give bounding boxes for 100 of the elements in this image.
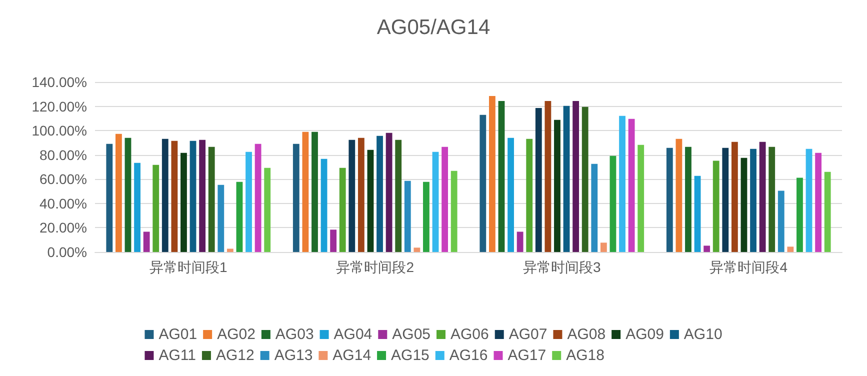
bar — [143, 232, 150, 252]
bar — [488, 96, 496, 252]
bar — [330, 230, 337, 252]
bar — [404, 180, 411, 252]
bar — [218, 184, 224, 252]
bar — [432, 152, 439, 252]
bar — [694, 176, 701, 252]
y-tick-label: 20.00% — [40, 220, 87, 236]
legend-label: AG12 — [216, 347, 254, 364]
bar — [115, 134, 122, 252]
legend-label: AG17 — [508, 347, 546, 364]
x-tick-label: 异常时间段3 — [522, 259, 601, 275]
bar — [348, 140, 356, 252]
x-tick-label: 异常时间段2 — [336, 259, 414, 275]
bar — [768, 146, 776, 252]
bar — [208, 146, 215, 252]
y-tick-label: 120.00% — [32, 98, 87, 114]
bar — [704, 246, 710, 252]
bar — [395, 140, 402, 252]
bar — [134, 162, 140, 252]
bar — [339, 168, 346, 252]
bar — [292, 144, 300, 252]
bar — [731, 142, 738, 252]
bar — [563, 106, 570, 252]
bar — [750, 148, 756, 252]
bar — [376, 136, 383, 252]
legend-label: AG05 — [392, 326, 430, 343]
legend-label: AG08 — [567, 326, 606, 343]
bar — [712, 160, 720, 252]
bar — [190, 140, 196, 252]
bar — [264, 168, 271, 252]
legend-label: AG02 — [217, 326, 256, 343]
bar — [320, 158, 328, 252]
bar — [226, 248, 234, 252]
bar — [544, 100, 552, 252]
bar — [824, 172, 831, 252]
bar — [610, 156, 616, 252]
legend-label: AG09 — [626, 326, 664, 343]
bar — [162, 138, 168, 252]
chart-title: AG05/AG14 — [376, 16, 490, 39]
legend-label: AG14 — [332, 347, 372, 364]
legend-label: AG11 — [158, 347, 196, 364]
bar — [358, 138, 364, 252]
bar — [815, 152, 822, 252]
bar — [171, 140, 178, 252]
bar — [619, 116, 626, 252]
y-tick-label: 140.00% — [32, 74, 87, 90]
bar — [236, 182, 243, 252]
bar — [302, 132, 309, 252]
bar — [442, 146, 448, 252]
bar — [685, 146, 692, 252]
bar — [180, 152, 187, 252]
bar — [722, 148, 729, 252]
bar — [600, 242, 607, 252]
legend-label: AG04 — [334, 326, 372, 343]
legend-label: AG18 — [566, 347, 604, 364]
bar — [106, 144, 113, 252]
legend-label: AG16 — [449, 347, 488, 364]
bar — [450, 170, 458, 252]
bar — [759, 142, 766, 252]
bar — [582, 106, 588, 252]
bar — [508, 138, 514, 252]
y-tick-label: 40.00% — [40, 195, 87, 212]
bar — [806, 148, 812, 252]
y-tick-label: 60.00% — [40, 171, 87, 188]
legend-label: AG06 — [450, 326, 489, 343]
y-tick-label: 0.00% — [47, 244, 87, 260]
bar — [124, 138, 132, 252]
x-tick-label: 异常时间段4 — [710, 259, 788, 275]
bar — [254, 144, 262, 252]
bar — [498, 100, 505, 252]
bar — [796, 178, 803, 252]
y-tick-label: 100.00% — [32, 122, 87, 139]
bar — [778, 190, 784, 252]
legend-label: AG01 — [158, 326, 198, 343]
legend-label: AG13 — [274, 347, 313, 364]
bar — [152, 164, 160, 252]
bar — [676, 138, 682, 252]
bar — [423, 182, 430, 252]
bar — [526, 138, 533, 252]
bar — [787, 246, 794, 252]
bar — [591, 164, 598, 252]
legend-label: AG07 — [508, 326, 548, 343]
bar — [666, 148, 673, 252]
x-tick-label: 异常时间段1 — [149, 259, 228, 275]
legend-label: AG15 — [391, 347, 430, 364]
bar — [516, 232, 524, 252]
legend-label: AG10 — [684, 326, 722, 343]
legend-label: AG03 — [275, 326, 314, 343]
bar — [199, 140, 206, 252]
y-tick-label: 80.00% — [40, 146, 87, 163]
bar — [480, 114, 486, 252]
bar — [386, 132, 392, 252]
bar — [312, 132, 318, 252]
bar — [535, 108, 542, 252]
bar — [628, 118, 635, 252]
bar — [740, 158, 748, 252]
bar — [246, 152, 252, 252]
bar — [554, 120, 560, 252]
bar — [367, 150, 374, 252]
